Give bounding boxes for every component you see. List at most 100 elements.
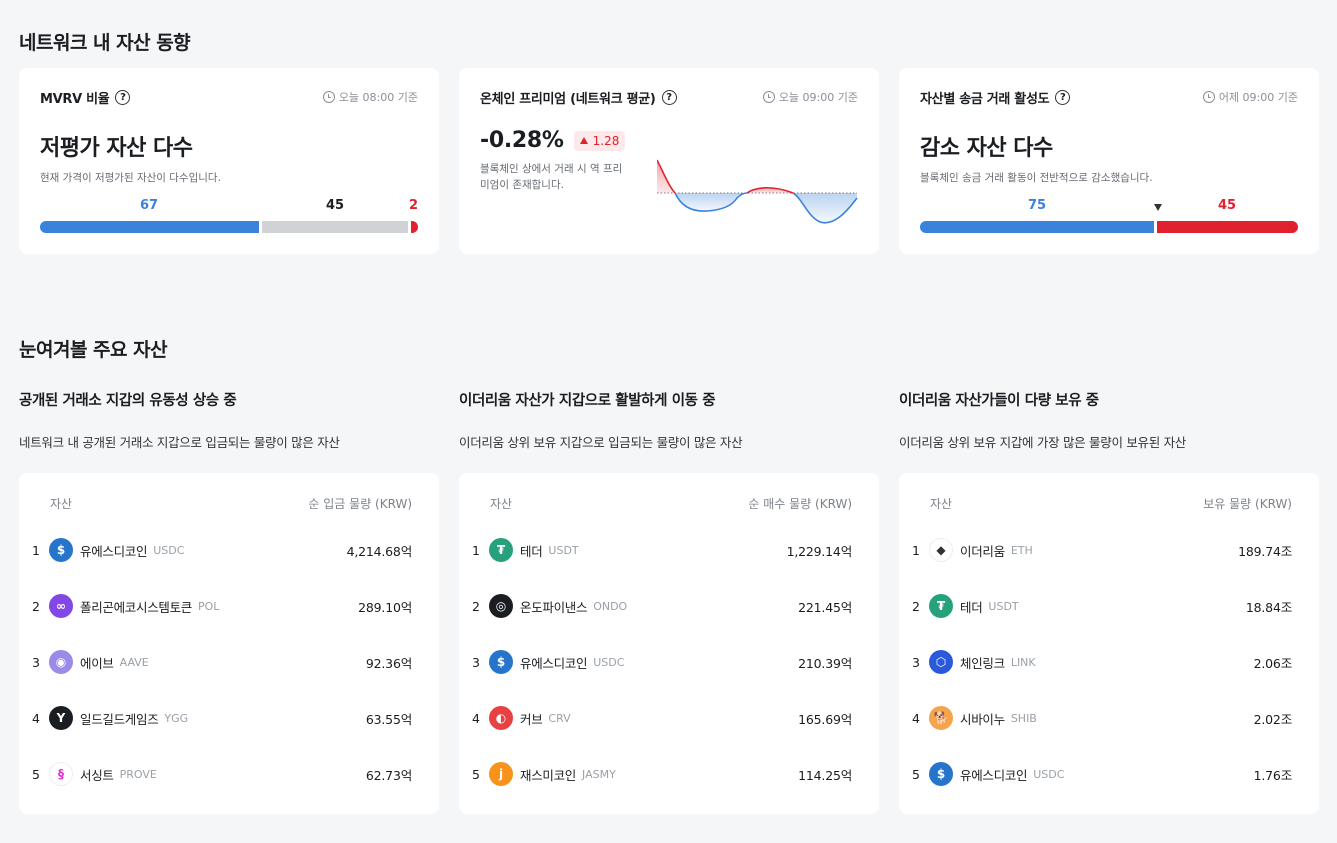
activity-bar bbox=[920, 221, 1298, 233]
clock-icon bbox=[1202, 91, 1215, 103]
mvrv-overvalued-count: 2 bbox=[408, 198, 418, 213]
table-title: 이더리움 자산가들이 다량 보유 중 bbox=[899, 393, 1099, 409]
clock-icon bbox=[322, 91, 335, 103]
table-row[interactable]: 5 § 서싱트 PROVE 62.73억 bbox=[32, 759, 412, 789]
asset-symbol: PROVE bbox=[119, 767, 157, 781]
arrow-up-icon bbox=[579, 137, 588, 144]
table-row[interactable]: 1 ₮ 테더 USDT 1,229.14억 bbox=[472, 535, 852, 565]
premium-card[interactable]: 온체인 프리미엄 (네트워크 평균) ? 오늘 09:00 기준 -0.28% … bbox=[459, 68, 879, 254]
aave-icon: ◉ bbox=[49, 650, 73, 674]
table-row[interactable]: 3 ◉ 에이브 AAVE 92.36억 bbox=[32, 647, 412, 677]
activity-value: 감소 자산 다수 bbox=[920, 136, 1053, 161]
ondo-icon: ◎ bbox=[489, 594, 513, 618]
table-row[interactable]: 3 $ 유에스디코인 USDC 210.39억 bbox=[472, 647, 852, 677]
premium-value: -0.28% bbox=[480, 128, 564, 153]
premium-desc: 블록체인 상에서 거래 시 역 프리미엄이 존재합니다. bbox=[480, 163, 623, 191]
activity-card[interactable]: 자산별 송금 거래 활성도 ? 어제 09:00 기준 감소 자산 다수 블록체… bbox=[899, 68, 1319, 254]
row-rank: 3 bbox=[912, 654, 920, 670]
row-rank: 3 bbox=[32, 654, 40, 670]
asset-table-card: 자산 순 입금 물량 (KRW) 1 $ 유에스디코인 USDC 4,214.68억 2 ∞ 폴리… bbox=[19, 473, 439, 814]
asset-value: 4,214.68억 bbox=[346, 543, 413, 559]
row-rank: 4 bbox=[912, 710, 920, 726]
table-row[interactable]: 1 $ 유에스디코인 USDC 4,214.68억 bbox=[32, 535, 412, 565]
table-title: 이더리움 자산가 지갑으로 활발하게 이동 중 bbox=[459, 393, 716, 409]
mvrv-neutral-count: 45 bbox=[326, 198, 345, 213]
table-row[interactable]: 2 ∞ 폴리곤에코시스템토큰 POL 289.10억 bbox=[32, 591, 412, 621]
activity-bar-labels: 75 45 bbox=[920, 198, 1298, 214]
asset-symbol: USDC bbox=[593, 655, 625, 669]
mvrv-timestamp: 오늘 08:00 기준 bbox=[322, 89, 418, 105]
table-row[interactable]: 5 j 재스미코인 JASMY 114.25억 bbox=[472, 759, 852, 789]
activity-title: 자산별 송금 거래 활성도 bbox=[920, 91, 1050, 107]
row-rank: 3 bbox=[472, 654, 480, 670]
asset-value: 210.39억 bbox=[798, 655, 852, 671]
mvrv-card[interactable]: MVRV 비율 ? 오늘 08:00 기준 저평가 자산 다수 현재 가격이 저… bbox=[19, 68, 439, 254]
usdc-icon: $ bbox=[489, 650, 513, 674]
asset-symbol: USDT bbox=[988, 599, 1019, 613]
ygg-icon: Y bbox=[49, 706, 73, 730]
mvrv-bar bbox=[40, 221, 418, 233]
row-rank: 1 bbox=[472, 542, 480, 558]
clock-icon bbox=[762, 91, 775, 103]
prove-icon: § bbox=[49, 762, 73, 786]
asset-symbol: USDT bbox=[548, 543, 579, 557]
column-header-value: 순 매수 물량 (KRW) bbox=[748, 497, 852, 511]
asset-value: 189.74조 bbox=[1238, 543, 1292, 559]
section-title-network: 네트워크 내 자산 동향 bbox=[19, 32, 191, 54]
asset-value: 2.06조 bbox=[1253, 655, 1293, 671]
asset-name: 유에스디코인 bbox=[960, 767, 1028, 783]
shib-icon: 🐕 bbox=[929, 706, 953, 730]
asset-value: 62.73억 bbox=[365, 767, 412, 783]
activity-decreased-count: 75 bbox=[1028, 198, 1047, 213]
asset-value: 1,229.14억 bbox=[786, 543, 853, 559]
table-row[interactable]: 4 Y 일드길드게임즈 YGG 63.55억 bbox=[32, 703, 412, 733]
asset-name: 일드길드게임즈 bbox=[80, 711, 159, 727]
asset-symbol: AAVE bbox=[119, 655, 149, 669]
mvrv-bar-labels: 67 45 2 bbox=[40, 198, 418, 214]
asset-name: 서싱트 bbox=[80, 767, 114, 783]
table-row[interactable]: 2 ₮ 테더 USDT 18.84조 bbox=[912, 591, 1292, 621]
premium-title: 온체인 프리미엄 (네트워크 평균) bbox=[480, 91, 656, 107]
usdc-icon: $ bbox=[49, 538, 73, 562]
premium-sparkline bbox=[657, 159, 858, 224]
premium-line-negative bbox=[674, 192, 748, 212]
asset-name: 테더 bbox=[960, 599, 983, 615]
table-row[interactable]: 1 ◆ 이더리움 ETH 189.74조 bbox=[912, 535, 1292, 565]
asset-name: 유에스디코인 bbox=[80, 543, 148, 559]
premium-negative-area bbox=[675, 193, 747, 212]
asset-name: 온도파이낸스 bbox=[520, 599, 588, 615]
asset-value: 1.76조 bbox=[1253, 767, 1293, 783]
row-rank: 1 bbox=[912, 542, 920, 558]
mvrv-desc: 현재 가격이 저평가된 자산이 다수입니다. bbox=[40, 172, 221, 184]
premium-line-positive bbox=[657, 159, 676, 194]
mvrv-bar-neutral bbox=[261, 221, 409, 233]
premium-change-badge: 1.28 bbox=[573, 130, 626, 151]
row-rank: 2 bbox=[472, 598, 480, 614]
table-row[interactable]: 4 ◐ 커브 CRV 165.69억 bbox=[472, 703, 852, 733]
help-icon[interactable]: ? bbox=[1055, 89, 1071, 105]
table-row[interactable]: 2 ◎ 온도파이낸스 ONDO 221.45억 bbox=[472, 591, 852, 621]
asset-symbol: CRV bbox=[548, 711, 571, 725]
asset-name: 테더 bbox=[520, 543, 543, 559]
asset-name: 이더리움 bbox=[960, 543, 1005, 559]
mvrv-undervalued-count: 67 bbox=[140, 198, 159, 213]
mvrv-value: 저평가 자산 다수 bbox=[40, 136, 193, 161]
asset-symbol: YGG bbox=[164, 711, 189, 725]
column-header-asset: 자산 bbox=[50, 497, 73, 511]
help-icon[interactable]: ? bbox=[115, 89, 131, 105]
column-header-asset: 자산 bbox=[930, 497, 953, 511]
activity-timestamp: 어제 09:00 기준 bbox=[1202, 89, 1298, 105]
premium-negative-area bbox=[793, 193, 857, 223]
mvrv-bar-overvalued bbox=[411, 221, 418, 233]
row-rank: 4 bbox=[472, 710, 480, 726]
activity-bar-increased bbox=[1157, 221, 1298, 233]
table-row[interactable]: 3 ⬡ 체인링크 LINK 2.06조 bbox=[912, 647, 1292, 677]
table-row[interactable]: 5 $ 유에스디코인 USDC 1.76조 bbox=[912, 759, 1292, 789]
premium-timestamp: 오늘 09:00 기준 bbox=[762, 89, 858, 105]
premium-line-negative bbox=[792, 192, 858, 224]
column-header-value: 순 입금 물량 (KRW) bbox=[308, 497, 412, 511]
asset-name: 체인링크 bbox=[960, 655, 1005, 671]
help-icon[interactable]: ? bbox=[661, 89, 677, 105]
asset-value: 114.25억 bbox=[798, 767, 852, 783]
table-row[interactable]: 4 🐕 시바이누 SHIB 2.02조 bbox=[912, 703, 1292, 733]
